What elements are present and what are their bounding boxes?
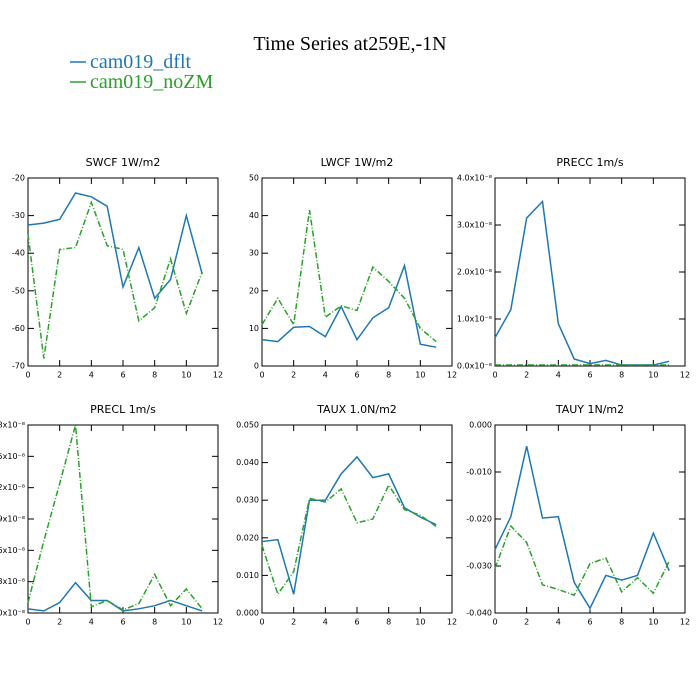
x-tick-label: 12	[447, 618, 457, 627]
y-tick-label: -50	[12, 286, 25, 295]
y-tick-label: -0.030	[466, 562, 492, 571]
y-tick-label: 10	[249, 324, 259, 333]
y-tick-label: 2.0x10⁻⁸	[457, 268, 492, 277]
y-tick-label: 0.000	[236, 609, 259, 618]
x-tick-label: 8	[386, 371, 391, 380]
y-tick-label: 0.010	[236, 571, 259, 580]
y-tick-label: 0.040	[236, 458, 259, 467]
y-tick-label: 0.000	[469, 421, 492, 430]
x-tick-label: 6	[120, 618, 125, 627]
y-tick-label: 4.0x10⁻⁸	[457, 174, 492, 183]
y-tick-label: 30	[249, 249, 259, 258]
x-tick-label: 10	[648, 371, 658, 380]
x-tick-label: 4	[89, 371, 94, 380]
x-tick-label: 2	[291, 371, 296, 380]
x-tick-label: 6	[354, 371, 359, 380]
x-tick-label: 4	[89, 618, 94, 627]
legend-label: cam019_noZM	[90, 71, 214, 93]
series-line	[261, 455, 437, 595]
chart-title: Time Series at259E,-1N	[253, 33, 446, 55]
y-tick-label: -40	[12, 249, 25, 258]
y-tick-label: -0.040	[466, 609, 492, 618]
x-tick-label: 2	[57, 618, 62, 627]
y-tick-label: -70	[12, 362, 25, 371]
panel-title: TAUY 1N/m2	[555, 403, 624, 416]
y-tick-label: 1.0x10⁻⁸	[457, 315, 492, 324]
y-tick-label: 20	[249, 286, 259, 295]
y-tick-label: 3.0x10⁻⁸	[457, 221, 492, 230]
x-tick-label: 4	[556, 371, 561, 380]
y-tick-label: 50	[249, 174, 259, 183]
x-tick-label: 0	[492, 618, 497, 627]
x-tick-label: 10	[648, 618, 658, 627]
x-tick-label: 10	[181, 618, 191, 627]
x-tick-label: 0	[259, 618, 264, 627]
series-line	[494, 445, 670, 610]
x-tick-label: 0	[25, 618, 30, 627]
x-tick-label: 0	[259, 371, 264, 380]
x-tick-label: 0	[25, 371, 30, 380]
y-tick-label: 0.0x10⁻⁸	[0, 609, 25, 618]
y-tick-label: -20	[12, 174, 25, 183]
x-tick-label: 2	[524, 618, 529, 627]
panel-title: PRECC 1m/s	[556, 156, 624, 169]
y-tick-label: 0.050	[236, 421, 259, 430]
series-line	[27, 200, 203, 359]
series-line	[261, 483, 437, 596]
x-tick-label: 4	[323, 618, 328, 627]
y-tick-label: 0.3x10⁻⁸	[0, 577, 25, 586]
x-tick-label: 8	[152, 371, 157, 380]
y-tick-label: 0.0x10⁻⁸	[457, 362, 492, 371]
y-tick-label: 0.020	[236, 533, 259, 542]
x-tick-label: 2	[57, 371, 62, 380]
panel-title: TAUX 1.0N/m2	[316, 403, 397, 416]
x-tick-label: 6	[354, 618, 359, 627]
y-tick-label: 0.9x10⁻⁸	[0, 515, 25, 524]
panel-title: PRECL 1m/s	[90, 403, 156, 416]
y-tick-label: 0.6x10⁻⁸	[0, 546, 25, 555]
x-tick-label: 4	[556, 618, 561, 627]
x-tick-label: 6	[587, 371, 592, 380]
y-tick-label: -0.010	[466, 468, 492, 477]
x-tick-label: 12	[213, 371, 223, 380]
x-tick-label: 12	[447, 371, 457, 380]
panel-title: LWCF 1W/m2	[321, 156, 394, 169]
x-tick-label: 10	[415, 371, 425, 380]
series-line	[27, 581, 203, 612]
x-tick-label: 8	[619, 371, 624, 380]
y-tick-label: 1.5x10⁻⁸	[0, 452, 25, 461]
x-tick-label: 12	[680, 371, 690, 380]
x-tick-label: 8	[386, 618, 391, 627]
x-tick-label: 4	[323, 371, 328, 380]
y-tick-label: 0.030	[236, 496, 259, 505]
y-tick-label: -30	[12, 211, 25, 220]
y-tick-label: 40	[249, 211, 259, 220]
x-tick-label: 8	[152, 618, 157, 627]
x-tick-label: 6	[120, 371, 125, 380]
x-tick-label: 10	[415, 618, 425, 627]
x-tick-label: 0	[492, 371, 497, 380]
series-line	[27, 192, 203, 300]
y-tick-label: 0	[254, 362, 259, 371]
legend-label: cam019_dflt	[90, 51, 192, 73]
y-tick-label: 1.2x10⁻⁸	[0, 483, 25, 492]
x-tick-label: 2	[524, 371, 529, 380]
series-line	[27, 424, 203, 611]
panel-title: SWCF 1W/m2	[86, 156, 161, 169]
x-tick-label: 10	[181, 371, 191, 380]
x-tick-label: 6	[587, 618, 592, 627]
y-tick-label: 1.8x10⁻⁸	[0, 421, 25, 430]
y-tick-label: -60	[12, 324, 25, 333]
x-tick-label: 2	[291, 618, 296, 627]
series-line	[261, 209, 437, 343]
x-tick-label: 12	[680, 618, 690, 627]
x-tick-label: 8	[619, 618, 624, 627]
series-line	[261, 262, 437, 348]
y-tick-label: -0.020	[466, 515, 492, 524]
x-tick-label: 12	[213, 618, 223, 627]
